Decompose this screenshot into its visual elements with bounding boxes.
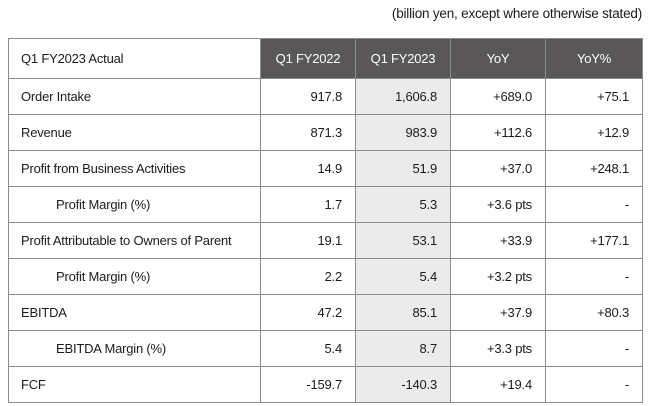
cell-q1-fy2022: 917.8 bbox=[260, 78, 356, 115]
col-header-yoy-pct: YoY% bbox=[545, 38, 643, 79]
cell-yoy: +37.0 bbox=[450, 150, 546, 187]
cell-q1-fy2022: 5.4 bbox=[260, 330, 356, 367]
cell-q1-fy2022: 1.7 bbox=[260, 186, 356, 223]
table-row-ebitda-margin: EBITDA Margin (%) 5.4 8.7 +3.3 pts - bbox=[8, 330, 643, 367]
cell-yoy-pct: - bbox=[545, 366, 643, 403]
cell-yoy-pct: +12.9 bbox=[545, 114, 643, 151]
row-label: Profit Margin (%) bbox=[8, 258, 261, 295]
cell-q1-fy2022: -159.7 bbox=[260, 366, 356, 403]
cell-yoy-pct: - bbox=[545, 258, 643, 295]
cell-q1-fy2022: 47.2 bbox=[260, 294, 356, 331]
cell-yoy: +19.4 bbox=[450, 366, 546, 403]
row-label: Revenue bbox=[8, 114, 261, 151]
col-header-q1-fy2022: Q1 FY2022 bbox=[260, 38, 356, 79]
cell-yoy: +3.3 pts bbox=[450, 330, 546, 367]
cell-q1-fy2023: 983.9 bbox=[355, 114, 451, 151]
col-header-yoy: YoY bbox=[450, 38, 546, 79]
cell-yoy-pct: +248.1 bbox=[545, 150, 643, 187]
cell-yoy: +37.9 bbox=[450, 294, 546, 331]
cell-q1-fy2023: 5.3 bbox=[355, 186, 451, 223]
row-label: Profit Margin (%) bbox=[8, 186, 261, 223]
cell-yoy: +112.6 bbox=[450, 114, 546, 151]
cell-yoy-pct: - bbox=[545, 186, 643, 223]
table-row-profit-attributable: Profit Attributable to Owners of Parent … bbox=[8, 222, 643, 259]
cell-yoy: +3.2 pts bbox=[450, 258, 546, 295]
cell-yoy-pct: +80.3 bbox=[545, 294, 643, 331]
cell-q1-fy2023: 5.4 bbox=[355, 258, 451, 295]
cell-yoy-pct: +177.1 bbox=[545, 222, 643, 259]
table-title-cell: Q1 FY2023 Actual bbox=[8, 38, 261, 79]
header-row: Q1 FY2023 Actual Q1 FY2022 Q1 FY2023 YoY… bbox=[8, 38, 643, 79]
row-label: Order Intake bbox=[8, 78, 261, 115]
row-label: EBITDA bbox=[8, 294, 261, 331]
table-row-order-intake: Order Intake 917.8 1,606.8 +689.0 +75.1 bbox=[8, 78, 643, 115]
units-note: (billion yen, except where otherwise sta… bbox=[391, 6, 642, 21]
col-header-q1-fy2023: Q1 FY2023 bbox=[355, 38, 451, 79]
financial-results-table: Q1 FY2023 Actual Q1 FY2022 Q1 FY2023 YoY… bbox=[8, 38, 643, 403]
cell-yoy-pct: - bbox=[545, 330, 643, 367]
table-row-revenue: Revenue 871.3 983.9 +112.6 +12.9 bbox=[8, 114, 643, 151]
cell-q1-fy2022: 871.3 bbox=[260, 114, 356, 151]
cell-q1-fy2022: 14.9 bbox=[260, 150, 356, 187]
table-row-fcf: FCF -159.7 -140.3 +19.4 - bbox=[8, 366, 643, 403]
row-label: Profit Attributable to Owners of Parent bbox=[8, 222, 261, 259]
cell-q1-fy2023: 1,606.8 bbox=[355, 78, 451, 115]
cell-q1-fy2023: 51.9 bbox=[355, 150, 451, 187]
row-label: EBITDA Margin (%) bbox=[8, 330, 261, 367]
table-row-profit-business-activities: Profit from Business Activities 14.9 51.… bbox=[8, 150, 643, 187]
cell-q1-fy2022: 19.1 bbox=[260, 222, 356, 259]
cell-q1-fy2023: 53.1 bbox=[355, 222, 451, 259]
cell-yoy: +33.9 bbox=[450, 222, 546, 259]
cell-yoy-pct: +75.1 bbox=[545, 78, 643, 115]
cell-yoy: +3.6 pts bbox=[450, 186, 546, 223]
cell-yoy: +689.0 bbox=[450, 78, 546, 115]
table-row-ebitda: EBITDA 47.2 85.1 +37.9 +80.3 bbox=[8, 294, 643, 331]
table-row-profit-margin-2: Profit Margin (%) 2.2 5.4 +3.2 pts - bbox=[8, 258, 643, 295]
cell-q1-fy2023: 8.7 bbox=[355, 330, 451, 367]
cell-q1-fy2023: -140.3 bbox=[355, 366, 451, 403]
cell-q1-fy2023: 85.1 bbox=[355, 294, 451, 331]
cell-q1-fy2022: 2.2 bbox=[260, 258, 356, 295]
row-label: FCF bbox=[8, 366, 261, 403]
row-label: Profit from Business Activities bbox=[8, 150, 261, 187]
table-row-profit-margin-1: Profit Margin (%) 1.7 5.3 +3.6 pts - bbox=[8, 186, 643, 223]
